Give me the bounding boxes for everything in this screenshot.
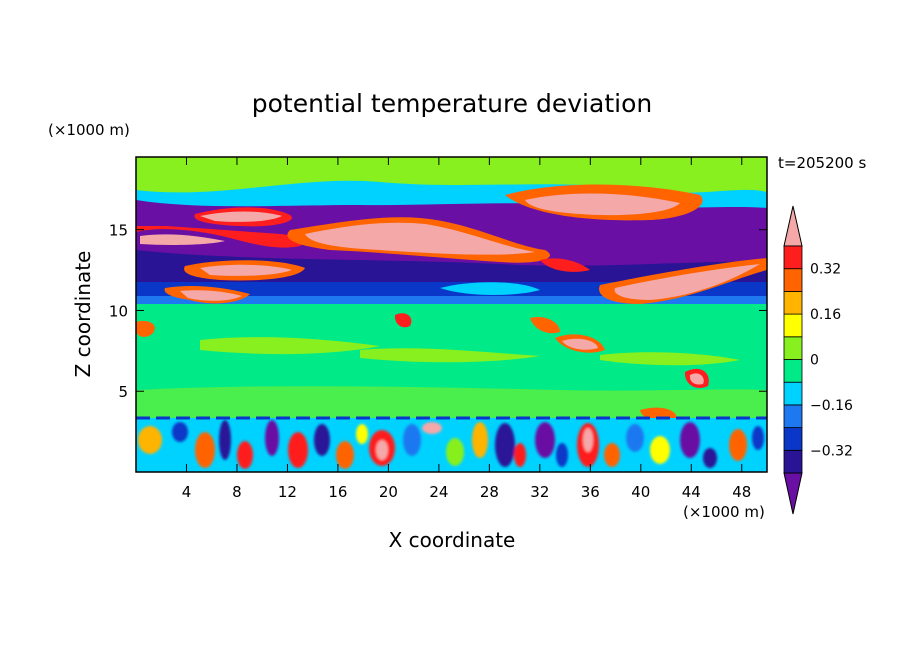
colorbar-tick-label: −0.32 <box>810 443 853 459</box>
colorbar-segment <box>783 336 803 360</box>
x-axis: 4 8 12 16 20 24 28 32 36 40 44 48 <box>182 157 751 501</box>
field-cell <box>626 424 644 452</box>
y-unit-label: (×1000 m) <box>48 121 130 139</box>
colorbar-segment <box>783 427 803 451</box>
y-axis: 5 10 15 <box>109 222 767 401</box>
y-axis-label: Z coordinate <box>71 251 95 378</box>
field-cool-blob <box>440 282 540 295</box>
field-cell <box>495 423 515 467</box>
x-tick-label: 44 <box>682 483 701 501</box>
x-tick-label: 8 <box>232 483 242 501</box>
field-cell <box>446 438 464 466</box>
colorbar-segment <box>783 449 803 474</box>
field-cell <box>703 448 717 468</box>
field-mild-blob <box>600 352 740 366</box>
field-cell <box>195 432 215 468</box>
field-warm-blob <box>530 316 560 334</box>
field-warm-blob <box>136 320 155 337</box>
field-cell <box>680 422 700 458</box>
field-cell <box>314 424 330 456</box>
field-warm-blob <box>305 222 535 255</box>
colorbar-segment <box>783 290 803 315</box>
colorbar-segment <box>783 404 803 428</box>
field-cell <box>219 420 231 460</box>
field-cell <box>356 424 368 444</box>
y-tick-label: 10 <box>109 302 128 320</box>
x-tick-label: 24 <box>429 483 448 501</box>
field-cell <box>403 424 421 456</box>
field-cell <box>535 422 555 458</box>
y-tick-label: 5 <box>118 383 128 401</box>
x-unit-label: (×1000 m) <box>683 503 765 521</box>
field-cell <box>752 426 764 450</box>
field-cell <box>138 426 162 454</box>
x-tick-label: 4 <box>182 483 192 501</box>
colorbar-bottom-triangle <box>783 472 803 515</box>
field-cell <box>472 422 488 458</box>
x-tick-label: 16 <box>328 483 347 501</box>
x-tick-label: 28 <box>480 483 499 501</box>
colorbar-segment <box>783 359 803 383</box>
colorbar-tick-label: 0 <box>810 353 819 369</box>
field-cell <box>556 443 568 467</box>
field-warm-blob <box>180 290 242 301</box>
colorbar-segment <box>783 313 803 338</box>
field-warm-blob <box>689 373 704 385</box>
contour-plot-area <box>136 157 767 472</box>
field-cell <box>376 440 388 460</box>
field-warm-blob <box>394 313 412 328</box>
x-tick-label: 20 <box>379 483 398 501</box>
field-warm-blob <box>525 193 680 216</box>
colorbar-segment <box>783 381 803 406</box>
colorbar-segment <box>783 268 803 292</box>
field-warm-blob <box>136 226 304 248</box>
colorbar-tick-label: −0.16 <box>810 398 853 414</box>
field-cell <box>172 422 188 442</box>
field-cell <box>336 441 354 469</box>
field-cell <box>650 436 670 464</box>
field-cell <box>729 429 747 461</box>
field-warm-blob <box>200 211 282 222</box>
field-turbulent-cells <box>138 420 764 469</box>
field-lightblue-band <box>136 296 767 304</box>
x-axis-label: X coordinate <box>389 528 516 552</box>
field-cell <box>583 428 593 452</box>
x-tick-label: 12 <box>278 483 297 501</box>
field-warm-blob <box>200 264 292 276</box>
field-mild-band <box>136 386 767 418</box>
field-warm-blob <box>562 338 598 350</box>
field-warm-blob <box>614 264 760 300</box>
field-cell <box>237 441 253 469</box>
chart-title: potential temperature deviation <box>252 89 652 118</box>
field-cell <box>422 422 442 434</box>
plot-frame <box>135 156 768 473</box>
field-warm-blob <box>140 234 225 245</box>
time-label: t=205200 s <box>778 154 866 172</box>
colorbar-tick-label: 0.16 <box>810 307 841 323</box>
colorbar: 0.32 0.16 0 −0.16 −0.32 <box>783 205 853 515</box>
field-cell <box>265 420 279 456</box>
x-tick-label: 36 <box>581 483 600 501</box>
field-cell <box>288 432 308 468</box>
colorbar-tick-label: 0.32 <box>810 262 841 278</box>
field-mild-blob <box>200 337 380 355</box>
x-tick-label: 32 <box>530 483 549 501</box>
field-cell <box>514 443 526 467</box>
colorbar-segment <box>783 245 803 270</box>
field-warm-blob <box>540 258 590 272</box>
field-cell <box>604 443 620 467</box>
field-mild-blob <box>360 348 540 363</box>
colorbar-top-triangle <box>783 205 803 247</box>
y-tick-label: 15 <box>109 222 128 240</box>
x-tick-label: 40 <box>631 483 650 501</box>
x-tick-label: 48 <box>732 483 751 501</box>
